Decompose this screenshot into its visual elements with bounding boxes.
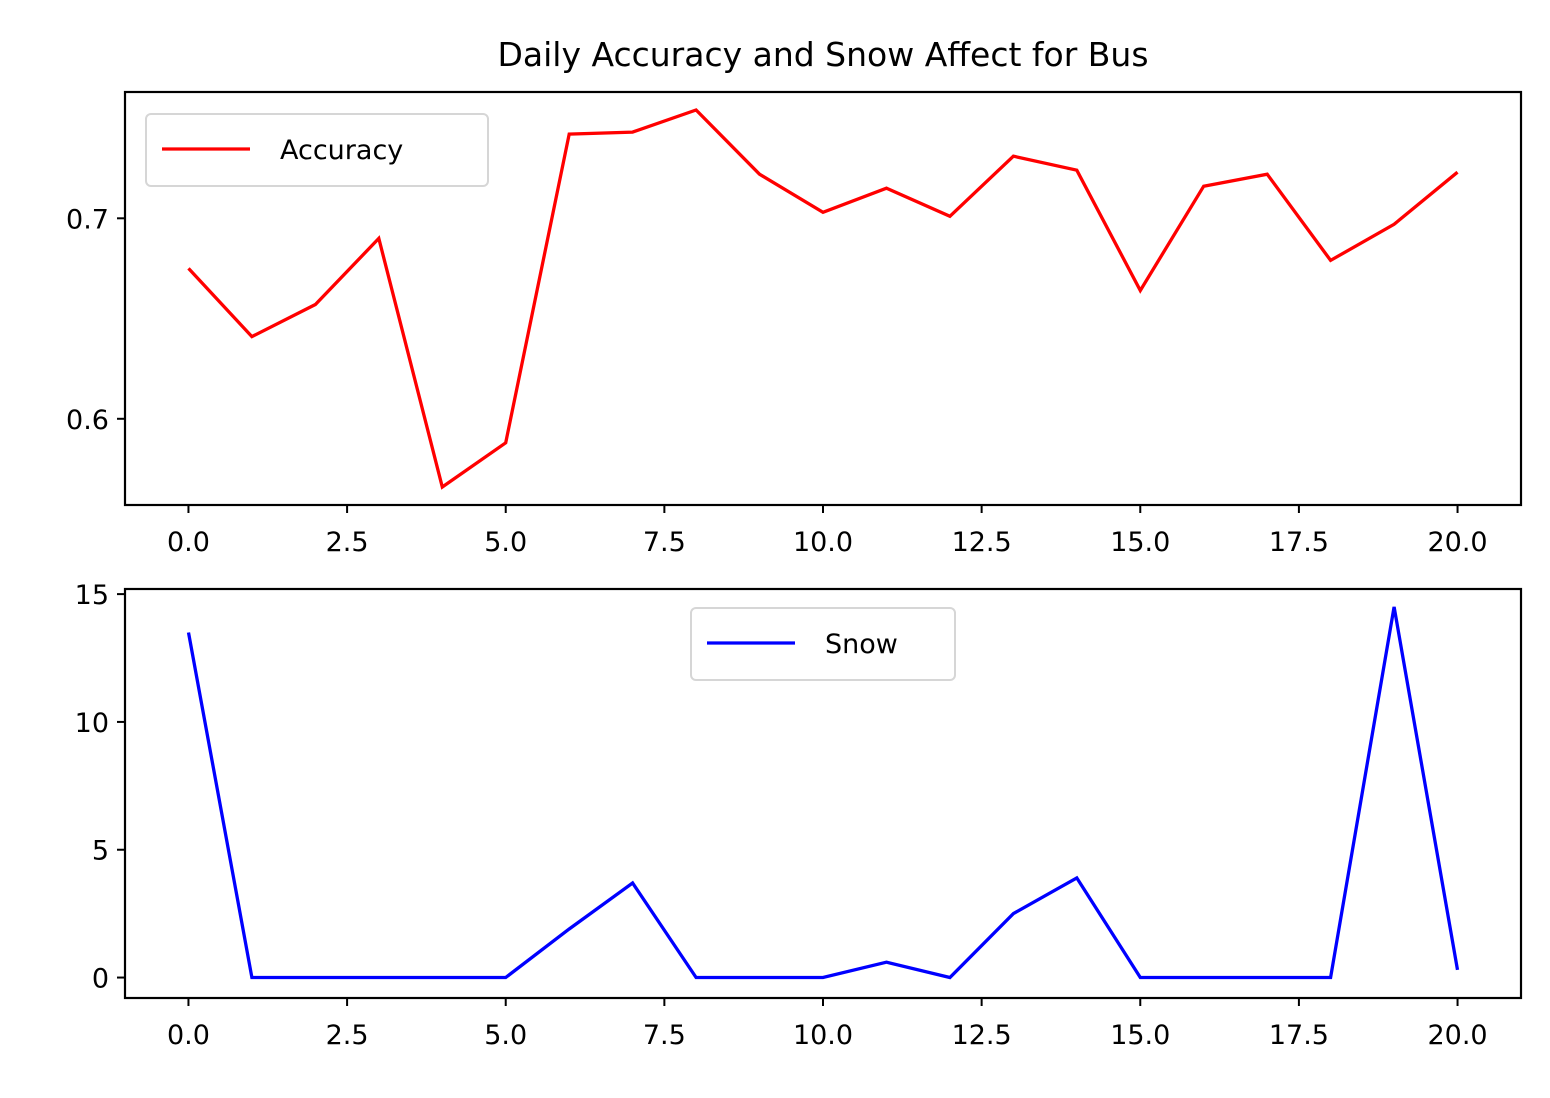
legend: Snow — [690, 607, 956, 681]
y-tick-label: 15 — [75, 580, 109, 611]
series-line-snow — [186, 606, 1460, 980]
y-tick-label: 5 — [92, 836, 109, 867]
x-tick-label: 20.0 — [1427, 1020, 1487, 1051]
y-tick-label: 0.6 — [66, 405, 109, 436]
legend-label: Snow — [825, 629, 898, 660]
legend-label: Accuracy — [280, 135, 403, 166]
legend-box — [690, 607, 956, 681]
x-tick-label: 10.0 — [793, 527, 853, 558]
x-tick-label: 20.0 — [1427, 527, 1487, 558]
x-tick-label: 0.0 — [167, 1020, 210, 1051]
legend-box — [145, 113, 489, 187]
y-tick-label: 10 — [75, 708, 109, 739]
x-tick-label: 12.5 — [952, 527, 1012, 558]
y-tick-label: 0.7 — [66, 204, 109, 235]
x-tick-label: 15.0 — [1110, 1020, 1170, 1051]
x-tick-label: 5.0 — [484, 527, 527, 558]
legend: Accuracy — [145, 113, 489, 187]
x-tick-label: 12.5 — [952, 1020, 1012, 1051]
x-tick-label: 7.5 — [643, 527, 686, 558]
x-tick-label: 15.0 — [1110, 527, 1170, 558]
x-tick-label: 7.5 — [643, 1020, 686, 1051]
chart-title: Daily Accuracy and Snow Affect for Bus — [497, 35, 1148, 74]
series-line-accuracy — [187, 108, 1459, 490]
subplots: 0.0 2.5 5.0 7.5 10.0 12.5 15.0 17.5 20.0 0.6 0.7 Ac… — [66, 90, 1523, 1051]
x-tick-label: 5.0 — [484, 1020, 527, 1051]
x-tick-label: 17.5 — [1269, 1020, 1329, 1051]
x-tick-label: 17.5 — [1269, 527, 1329, 558]
subplot-2: 0.0 2.5 5.0 7.5 10.0 12.5 15.0 17.5 20.0 0 5 10 15 Sn… — [75, 580, 1523, 1051]
subplot-1: 0.0 2.5 5.0 7.5 10.0 12.5 15.0 17.5 20.0 0.6 0.7 Ac… — [66, 90, 1523, 558]
x-tick-label: 2.5 — [326, 1020, 369, 1051]
y-tick-label: 0 — [92, 964, 109, 995]
x-tick-label: 10.0 — [793, 1020, 853, 1051]
x-tick-label: 0.0 — [167, 527, 210, 558]
x-tick-label: 2.5 — [326, 527, 369, 558]
